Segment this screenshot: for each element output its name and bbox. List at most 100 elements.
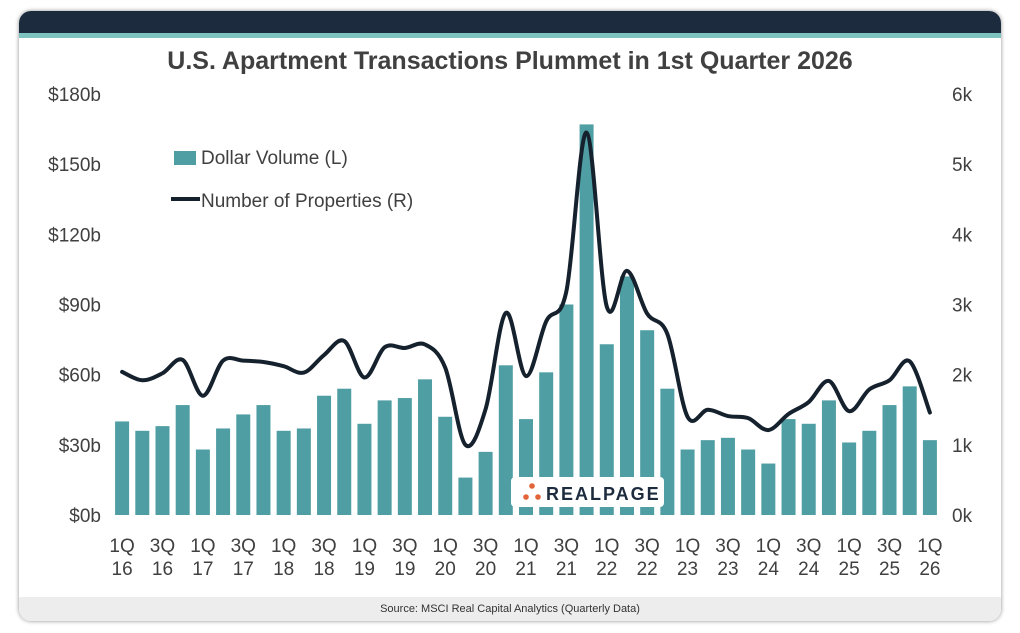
x-tick-quarter: 1Q [190,536,215,557]
source-footer: Source: MSCI Real Capital Analytics (Qua… [19,597,1001,621]
bar-3Q22 [640,330,655,515]
bar-3Q25 [882,405,897,515]
x-tick-quarter: 1Q [675,536,700,557]
x-tick-quarter: 1Q [352,536,377,557]
x-tick-year: 16 [152,559,173,580]
right-axis: 0k 1k 2k 3k 4k 5k 6k [952,85,973,527]
x-tick-quarter: 1Q [917,536,942,557]
x-tick-year: 17 [233,559,254,580]
x-tick-quarter: 3Q [877,536,902,557]
bar-3Q20 [478,451,493,515]
x-tick-year: 24 [758,559,780,580]
x-tick-quarter: 3Q [392,536,417,557]
right-tick-label: 4k [952,225,973,246]
x-axis: 1Q163Q161Q173Q171Q183Q181Q193Q191Q203Q20… [109,536,942,580]
realpage-logo: REALPAGE [511,477,664,507]
x-tick-year: 25 [839,559,860,580]
bar-1Q16 [115,421,130,515]
legend-label-bar: Dollar Volume (L) [201,148,348,169]
right-tick-label: 5k [952,155,973,176]
legend-swatch-bar [174,151,196,165]
bar-4Q21 [579,124,594,516]
x-tick-year: 18 [313,559,334,580]
x-tick-quarter: 1Q [433,536,458,557]
bar-3Q17 [236,414,251,515]
logo-dot [535,494,541,500]
logo-background [511,477,664,507]
x-tick-year: 22 [596,559,617,580]
x-tick-year: 23 [677,559,698,580]
x-tick-year: 19 [394,559,415,580]
right-tick-label: 1k [952,436,973,457]
x-tick-year: 17 [192,559,213,580]
x-tick-quarter: 3Q [554,536,579,557]
x-tick-year: 16 [112,559,133,580]
left-tick-label: $60b [59,366,101,387]
x-tick-quarter: 1Q [109,536,134,557]
x-tick-quarter: 3Q [796,536,821,557]
bar-1Q24 [761,463,776,515]
right-tick-label: 3k [952,296,973,317]
bar-3Q19 [397,398,412,515]
x-tick-year: 18 [273,559,294,580]
x-tick-quarter: 1Q [836,536,861,557]
x-tick-quarter: 1Q [513,536,538,557]
bar-4Q19 [418,379,433,515]
right-tick-label: 6k [952,85,973,106]
bar-3Q16 [155,426,170,515]
left-tick-label: $120b [48,225,101,246]
bar-2Q16 [135,430,150,515]
bar-2Q20 [458,477,473,515]
bar-2Q22 [619,276,634,515]
bar-1Q26 [922,440,937,515]
logo-dot [523,494,529,500]
left-tick-label: $30b [59,436,101,457]
bar-1Q23 [680,449,695,515]
x-tick-quarter: 3Q [231,536,256,557]
x-tick-year: 22 [637,559,658,580]
bar-3Q23 [720,437,735,515]
logo-dot [529,483,535,489]
bar-3Q21 [559,304,574,515]
bar-4Q25 [902,386,917,515]
bar-2Q24 [781,419,796,515]
bar-series [115,124,937,516]
bar-3Q24 [801,423,816,515]
x-tick-year: 24 [798,559,820,580]
x-tick-quarter: 1Q [271,536,296,557]
x-tick-quarter: 3Q [311,536,336,557]
x-tick-year: 20 [475,559,496,580]
source-text: Source: MSCI Real Capital Analytics (Qua… [380,603,640,615]
x-tick-year: 25 [879,559,900,580]
dots-icon [523,483,541,500]
bar-2Q23 [700,440,715,515]
x-tick-quarter: 3Q [715,536,740,557]
chart-card: U.S. Apartment Transactions Plummet in 1… [19,11,1001,621]
bar-4Q20 [498,365,513,515]
x-tick-year: 26 [919,559,940,580]
bar-2Q25 [862,430,877,515]
bar-4Q18 [337,388,352,515]
x-tick-quarter: 1Q [756,536,781,557]
bar-4Q24 [821,400,836,515]
x-tick-year: 19 [354,559,375,580]
x-tick-year: 20 [435,559,456,580]
bar-1Q18 [276,430,291,515]
header-bar [19,11,1001,33]
x-tick-quarter: 3Q [634,536,659,557]
x-tick-quarter: 1Q [594,536,619,557]
bar-1Q20 [438,416,453,515]
right-tick-label: 0k [952,506,973,527]
bar-1Q17 [195,449,210,515]
bar-3Q18 [317,395,332,515]
bar-2Q17 [216,428,231,515]
logo-text: REALPAGE [546,484,661,504]
bar-2Q19 [377,400,392,515]
x-tick-year: 21 [515,559,536,580]
x-tick-year: 23 [717,559,738,580]
bar-1Q19 [357,423,372,515]
bar-4Q23 [741,449,756,515]
chart-title: U.S. Apartment Transactions Plummet in 1… [167,47,853,75]
bar-1Q25 [842,442,857,515]
properties-line [120,130,932,449]
